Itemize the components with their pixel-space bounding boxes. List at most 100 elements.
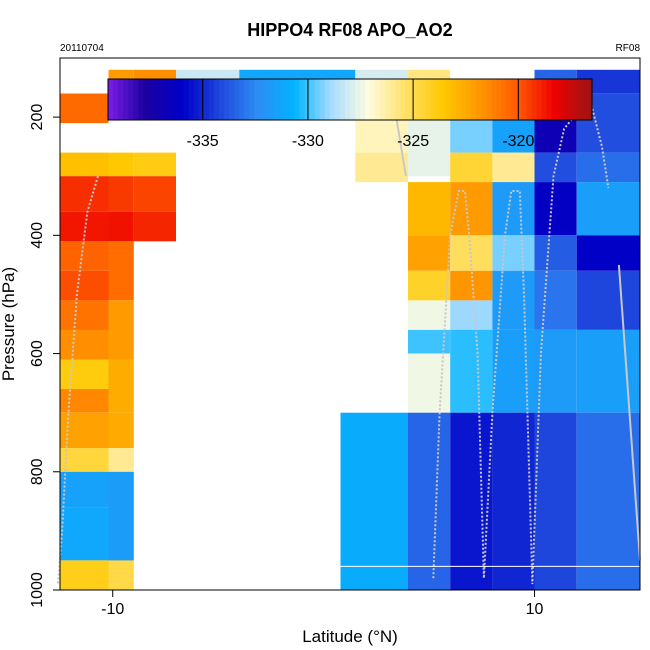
y-tick-label: 800: [29, 458, 46, 485]
colorbar-swatch: [148, 79, 154, 120]
colorbar-swatch: [501, 79, 507, 120]
heatmap-cell: [60, 560, 109, 590]
colorbar-swatch: [163, 79, 170, 120]
heatmap-cell: [450, 152, 493, 183]
colorbar-tick-label: -330: [292, 133, 324, 150]
heatmap-cell: [60, 93, 109, 124]
heatmap-cell: [60, 359, 109, 390]
colorbar-swatch: [108, 79, 114, 120]
colorbar-swatch: [425, 79, 432, 120]
heatmap-cell: [576, 329, 640, 413]
colorbar-swatch: [445, 79, 452, 120]
heatmap-cell: [450, 182, 493, 236]
colorbar-swatch: [178, 79, 185, 120]
colorbar-swatch: [329, 79, 336, 120]
heatmap: [60, 69, 640, 590]
heatmap-cell: [492, 329, 535, 413]
heatmap-cell: [450, 270, 493, 301]
heatmap-cell: [60, 176, 109, 212]
heatmap-cell: [450, 412, 493, 590]
colorbar-swatch: [198, 79, 205, 120]
colorbar-swatch: [415, 79, 422, 120]
heatmap-cell: [108, 152, 134, 177]
date-label: 20110704: [60, 43, 104, 54]
heatmap-cell: [492, 235, 535, 271]
y-tick-label: 600: [29, 340, 46, 367]
colorbar-swatch: [138, 79, 144, 120]
colorbar-swatch: [203, 79, 210, 120]
heatmap-cell: [408, 329, 451, 354]
colorbar-swatch: [213, 79, 220, 120]
colorbar-swatch: [420, 79, 427, 120]
colorbar-swatch: [460, 79, 467, 120]
x-tick-label: 10: [526, 601, 544, 618]
heatmap-cell: [60, 241, 109, 271]
colorbar-swatch: [223, 79, 230, 120]
colorbar-swatch: [481, 79, 487, 120]
colorbar-swatch: [259, 79, 265, 120]
heatmap-cell: [450, 329, 493, 413]
heatmap-cell: [450, 300, 493, 330]
heatmap-cell: [133, 152, 176, 177]
x-axis-label: Latitude (°N): [302, 627, 398, 646]
colorbar-swatch: [556, 79, 563, 120]
colorbar-swatch: [309, 79, 316, 120]
colorbar-swatch: [536, 79, 543, 120]
colorbar-swatch: [465, 79, 472, 120]
heatmap-cell: [534, 235, 577, 271]
colorbar-swatch: [113, 79, 119, 120]
flight-label: RF08: [616, 43, 641, 54]
heatmap-cell: [60, 300, 109, 330]
heatmap-cell: [60, 152, 109, 177]
colorbar-swatch: [380, 79, 386, 120]
colorbar-swatch: [561, 79, 568, 120]
colorbar-swatch: [264, 79, 270, 120]
y-axis: 200 400 600 800 1000: [29, 104, 60, 608]
heatmap-cell: [60, 329, 109, 360]
colorbar-swatch: [234, 79, 240, 120]
colorbar-swatch: [395, 79, 402, 120]
colorbar-swatch: [289, 79, 296, 120]
chart-title: HIPPO4 RF08 APO_AO2: [247, 20, 452, 40]
colorbar-swatch: [128, 79, 134, 120]
colorbar-swatch: [355, 79, 361, 120]
y-tick-label: 400: [29, 222, 46, 249]
heatmap-cell: [408, 235, 451, 271]
colorbar-swatch: [350, 79, 356, 120]
colorbar-swatch: [168, 79, 175, 120]
y-tick-label: 1000: [29, 572, 46, 608]
heatmap-cell: [60, 211, 109, 242]
colorbar-swatch: [314, 79, 321, 120]
colorbar-swatch: [294, 79, 301, 120]
colorbar-swatch: [254, 79, 260, 120]
heatmap-cell: [408, 412, 451, 590]
heatmap-cell: [492, 412, 535, 590]
heatmap-cell: [108, 241, 134, 301]
colorbar-swatch: [284, 79, 291, 120]
colorbar-swatch: [430, 79, 437, 120]
heatmap-cell: [576, 152, 640, 183]
heatmap-cell: [108, 359, 134, 413]
colorbar-swatch: [249, 79, 255, 120]
colorbar-swatch: [365, 79, 371, 120]
heatmap-cell: [576, 270, 640, 330]
heatmap-cell: [408, 300, 451, 330]
x-axis: -10 10: [101, 590, 544, 618]
x-tick-label: -10: [101, 601, 124, 618]
colorbar-swatch: [279, 79, 286, 120]
colorbar-swatch: [385, 79, 391, 120]
heatmap-cell: [108, 211, 134, 242]
heatmap-cell: [108, 448, 134, 472]
colorbar-tick-label: -325: [397, 133, 429, 150]
heatmap-cell: [60, 507, 109, 561]
colorbar-swatch: [531, 79, 538, 120]
colorbar-swatch: [521, 79, 528, 120]
colorbar-swatch: [455, 79, 462, 120]
colorbar-swatch: [274, 79, 281, 120]
colorbar-swatch: [541, 79, 548, 120]
colorbar-swatch: [566, 79, 573, 120]
colorbar-swatch: [319, 79, 326, 120]
colorbar-swatch: [193, 79, 200, 120]
colorbar-swatch: [229, 79, 235, 120]
